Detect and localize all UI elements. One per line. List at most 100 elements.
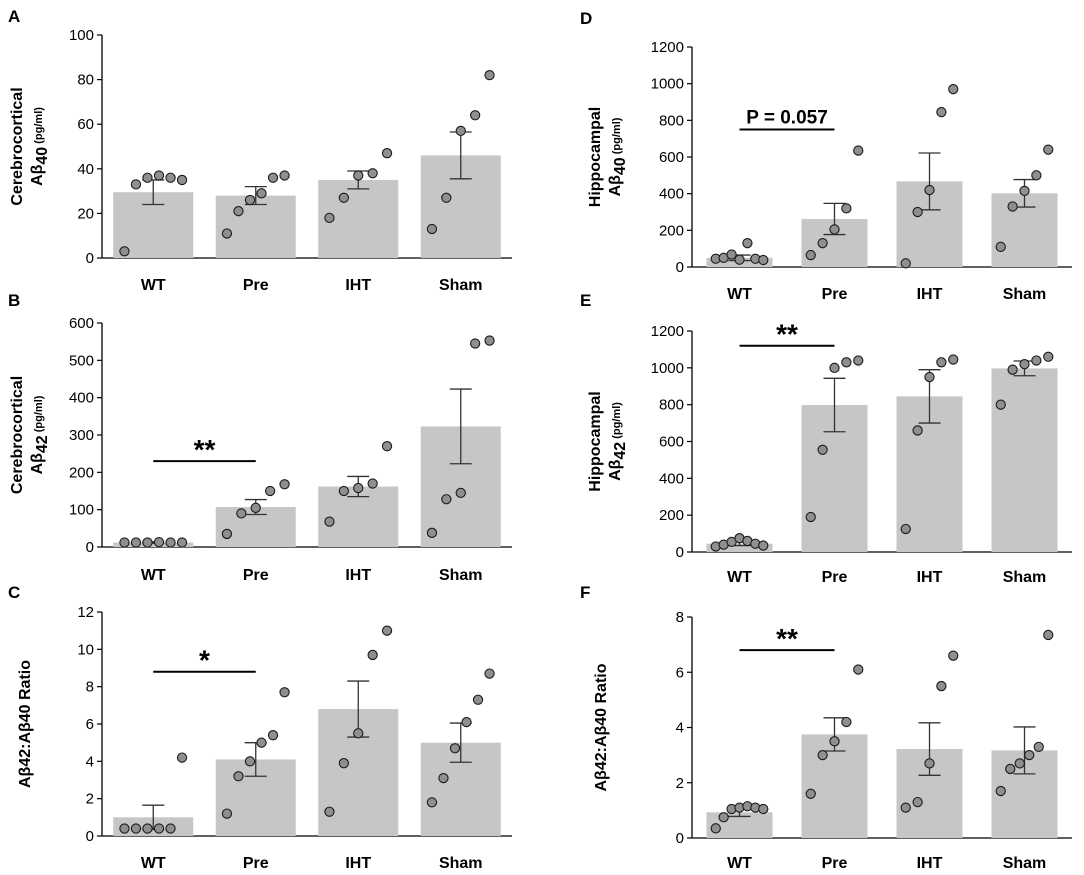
data-point	[267, 172, 279, 183]
data-point	[1031, 170, 1042, 181]
data-point	[995, 241, 1006, 252]
data-point	[1043, 351, 1054, 362]
y-tick-label: 12	[77, 604, 94, 621]
data-point	[142, 537, 153, 548]
y-axis-label-line2: Aβ40 (pg/ml)	[29, 107, 51, 186]
y-tick-label: 0	[676, 259, 684, 276]
panel-letter: F	[580, 583, 590, 602]
y-axis-label-main: Aβ42:Aβ40	[17, 704, 34, 788]
x-tick-label-sham: Sham	[439, 567, 483, 584]
data-point	[367, 168, 378, 179]
y-axis-label-main: Aβ	[607, 175, 624, 197]
y-tick-label: 500	[69, 352, 94, 369]
panel-c: C Aβ42:Aβ40 Ratio 0 2 4 6 8 10 12 WT Pre IHT Sham *	[8, 583, 512, 872]
y-axis-label-subscript: 40	[34, 147, 51, 165]
y-tick-label: 1000	[651, 360, 684, 377]
data-point	[948, 650, 959, 661]
data-point	[426, 797, 438, 808]
data-point	[912, 796, 923, 808]
y-tick-label: 0	[676, 544, 684, 561]
data-point	[130, 537, 142, 548]
data-point	[461, 716, 472, 728]
significance-label: **	[776, 319, 798, 350]
y-axis-label-unit: (pg/ml)	[33, 107, 45, 147]
data-point	[1043, 144, 1054, 155]
data-point	[250, 502, 261, 513]
data-point	[1019, 185, 1030, 197]
data-point	[853, 355, 864, 366]
y-axis-label-line2: Aβ42:Aβ40 Ratio	[17, 660, 34, 788]
data-point	[381, 148, 393, 159]
data-point	[995, 399, 1006, 410]
y-tick-label: 6	[676, 664, 684, 681]
x-tick-label-sham: Sham	[1003, 286, 1047, 303]
data-point	[165, 823, 176, 834]
data-point	[353, 170, 364, 181]
panel-letter: B	[8, 291, 20, 310]
data-point	[426, 223, 438, 235]
bar-pre	[215, 195, 296, 258]
bar-sham	[991, 368, 1058, 552]
x-tick-label-sham: Sham	[439, 855, 483, 872]
data-point	[130, 179, 142, 190]
y-axis-label-main: Aβ	[607, 459, 624, 481]
panel-f: F Aβ42:Aβ40 Ratio 0 2 4 6 8 WT Pre IHT Sham **	[580, 583, 1072, 872]
x-tick-label-iht: IHT	[917, 855, 943, 872]
data-point	[1005, 763, 1016, 775]
y-axis-label-main: Aβ	[29, 164, 46, 186]
data-point	[1007, 364, 1018, 375]
data-point	[472, 694, 484, 705]
y-axis-label-line2: Aβ40 (pg/ml)	[607, 117, 629, 196]
data-point	[758, 540, 769, 551]
data-point	[805, 249, 816, 261]
data-point	[264, 485, 276, 497]
x-tick-label-iht: IHT	[917, 286, 943, 303]
data-point	[324, 516, 335, 527]
y-tick-label: 40	[77, 161, 94, 178]
y-tick-label: 400	[659, 186, 684, 203]
data-point	[381, 441, 393, 452]
significance-label: **	[194, 434, 216, 465]
data-point	[805, 788, 816, 799]
data-point	[233, 771, 244, 782]
data-point	[119, 537, 130, 548]
y-axis-label: Aβ42:Aβ40 Ratio	[593, 663, 610, 791]
data-point	[924, 758, 935, 769]
data-point	[233, 206, 244, 217]
y-tick-label: 800	[659, 397, 684, 414]
data-point	[758, 803, 769, 815]
data-point	[165, 537, 176, 548]
y-tick-label: 4	[86, 753, 94, 770]
data-point	[338, 485, 349, 497]
data-point	[176, 537, 188, 548]
x-tick-label-sham: Sham	[1003, 855, 1047, 872]
significance-label: **	[776, 623, 798, 654]
y-axis-label: Aβ42:Aβ40 Ratio	[17, 660, 34, 788]
data-point	[936, 680, 947, 692]
y-axis-label: Hippocampal Aβ40 (pg/ml)	[587, 107, 629, 207]
data-point	[726, 249, 737, 260]
y-tick-label: 2	[86, 791, 94, 808]
data-point	[441, 494, 452, 505]
data-point	[469, 110, 481, 121]
y-tick-label: 8	[676, 609, 684, 626]
y-tick-label: 400	[659, 470, 684, 487]
data-point	[367, 478, 378, 489]
data-point	[912, 425, 923, 436]
data-point	[338, 192, 349, 203]
y-tick-label: 0	[86, 250, 94, 267]
x-tick-label-pre: Pre	[822, 569, 848, 586]
data-point	[734, 254, 745, 265]
data-point	[324, 806, 335, 817]
y-axis-label-unit: Ratio	[17, 660, 34, 705]
data-point	[718, 812, 729, 823]
y-axis-label: Hippocampal Aβ42 (pg/ml)	[587, 391, 629, 491]
x-tick-label-sham: Sham	[1003, 569, 1047, 586]
data-point	[256, 188, 267, 199]
data-point	[279, 479, 290, 490]
x-tick-label-pre: Pre	[822, 855, 848, 872]
data-point	[817, 749, 828, 761]
data-point	[279, 687, 290, 698]
x-tick-label-iht: IHT	[917, 569, 943, 586]
